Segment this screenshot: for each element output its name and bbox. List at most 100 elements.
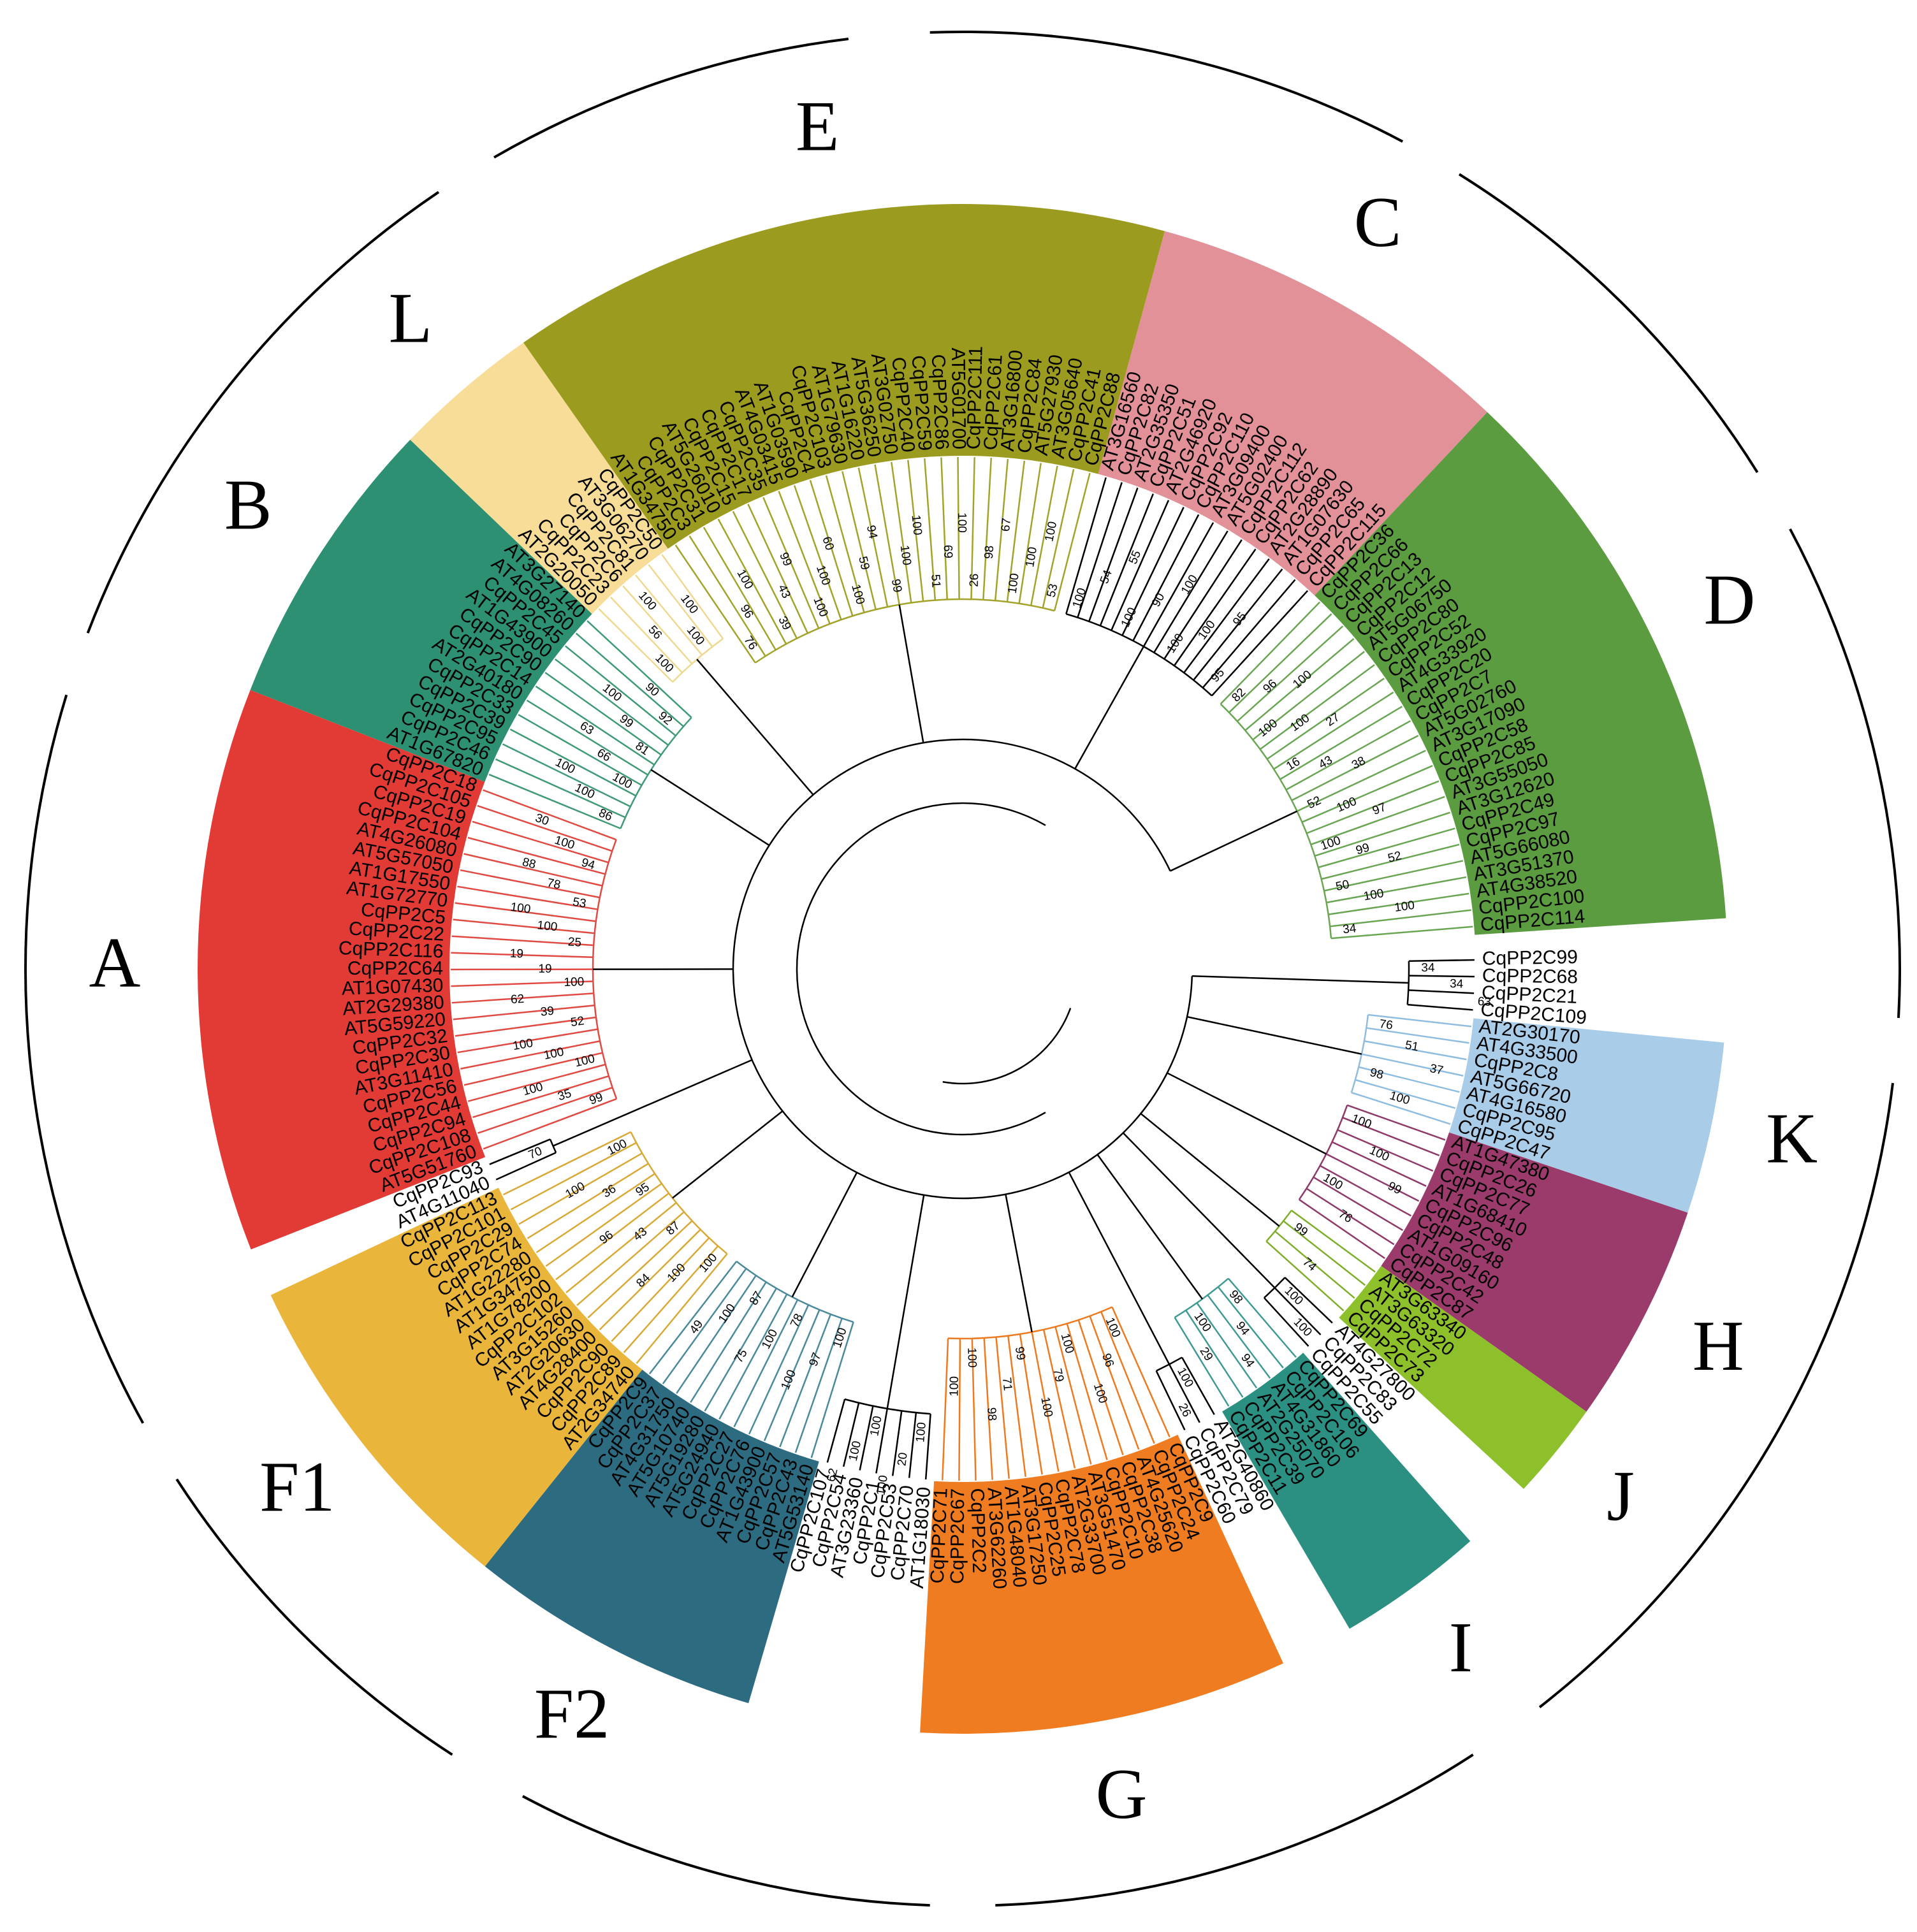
bootstrap-value: 94 — [864, 524, 880, 540]
clade-label: F2 — [534, 1674, 609, 1754]
branch — [1407, 1003, 1473, 1011]
bootstrap-value: 100 — [965, 1347, 979, 1368]
bootstrap-value: 100 — [509, 901, 531, 917]
branch — [826, 1398, 846, 1463]
branch — [1364, 1040, 1467, 1061]
branch — [565, 1202, 677, 1293]
bootstrap-value: 98 — [984, 1407, 998, 1421]
branch — [924, 1414, 931, 1480]
bootstrap-value: 100 — [564, 975, 584, 989]
branch — [1323, 860, 1464, 892]
clade-band — [410, 342, 668, 614]
branch — [908, 1413, 917, 1478]
branch — [472, 1075, 609, 1119]
branch — [1196, 1302, 1258, 1389]
branch — [1279, 706, 1403, 780]
bootstrap-value: 98 — [1369, 1066, 1385, 1082]
branch — [611, 1237, 710, 1342]
branch — [1220, 601, 1321, 705]
leaf-label: CqPP2C68 — [1482, 965, 1578, 987]
branch — [1192, 975, 1409, 984]
branch — [555, 1193, 669, 1281]
branch — [451, 980, 594, 987]
branch — [1183, 558, 1270, 674]
branch — [1236, 625, 1344, 722]
branch — [1217, 1286, 1284, 1369]
branch — [536, 1173, 655, 1253]
branch — [575, 632, 684, 727]
branch — [704, 1288, 777, 1412]
branch — [1342, 1117, 1440, 1156]
branch — [544, 672, 662, 756]
branch — [457, 885, 598, 910]
branch — [1325, 1153, 1420, 1202]
branch — [1142, 522, 1214, 647]
branch — [1297, 750, 1426, 812]
clade-band — [1315, 412, 1726, 935]
leaf-label: AT1G07430 — [341, 975, 444, 999]
bootstrap-value: 52 — [570, 1014, 585, 1029]
branch — [982, 458, 993, 600]
branch — [778, 491, 831, 625]
branch — [842, 471, 877, 610]
branch — [907, 460, 924, 602]
outer-arc — [175, 1478, 453, 1756]
clade-band — [1098, 231, 1487, 596]
branch — [455, 1016, 597, 1037]
branch — [1306, 780, 1440, 834]
branch — [970, 457, 975, 600]
branch — [689, 535, 766, 657]
bootstrap-value: 59 — [856, 555, 871, 572]
branch — [587, 1220, 693, 1319]
branch — [1337, 1129, 1434, 1172]
branch — [794, 1318, 843, 1453]
branch — [1326, 876, 1467, 904]
branch — [1156, 1356, 1183, 1372]
leaf-label: CqPP2C2 — [966, 1488, 989, 1573]
branch — [1306, 1188, 1395, 1246]
branch — [1167, 1072, 1327, 1155]
clade-band — [270, 1188, 643, 1567]
branch — [1319, 1165, 1411, 1217]
branch — [648, 564, 713, 648]
branch — [857, 467, 889, 607]
branch — [942, 1008, 1072, 1085]
branch — [948, 1306, 1113, 1340]
branch — [1007, 1335, 1026, 1478]
branch — [598, 608, 673, 683]
outer-arc — [995, 1754, 1474, 1907]
outer-arc — [493, 37, 849, 159]
branch — [518, 714, 643, 787]
bootstrap-value: 37 — [1429, 1062, 1445, 1078]
branch — [1273, 692, 1394, 770]
branch — [1351, 1091, 1451, 1125]
clade-band — [523, 203, 1165, 549]
branch — [1408, 975, 1475, 978]
branch — [502, 743, 631, 808]
branch — [1074, 646, 1145, 769]
branch — [875, 1408, 888, 1474]
branch — [718, 1293, 788, 1420]
branches — [450, 457, 1475, 1481]
branch — [1330, 909, 1471, 927]
branch — [623, 1246, 719, 1353]
branch — [1358, 1066, 1460, 1093]
branch — [535, 685, 655, 766]
branch — [1068, 1172, 1170, 1365]
outer-arc — [1458, 173, 1759, 474]
branch — [748, 1304, 810, 1435]
branch — [1211, 590, 1309, 697]
branch — [859, 1405, 874, 1471]
branch — [1367, 1013, 1472, 1028]
branch — [463, 1052, 603, 1086]
branch — [1264, 1297, 1309, 1347]
branch — [1310, 795, 1445, 846]
clade-label: E — [796, 87, 839, 166]
branch — [1153, 530, 1228, 653]
bootstrap-value: 79 — [1050, 1367, 1066, 1383]
branch — [457, 1028, 598, 1054]
clade-band — [485, 1369, 819, 1704]
leaf-label: CqPP2C86 — [928, 354, 952, 450]
branch — [1227, 1277, 1297, 1358]
